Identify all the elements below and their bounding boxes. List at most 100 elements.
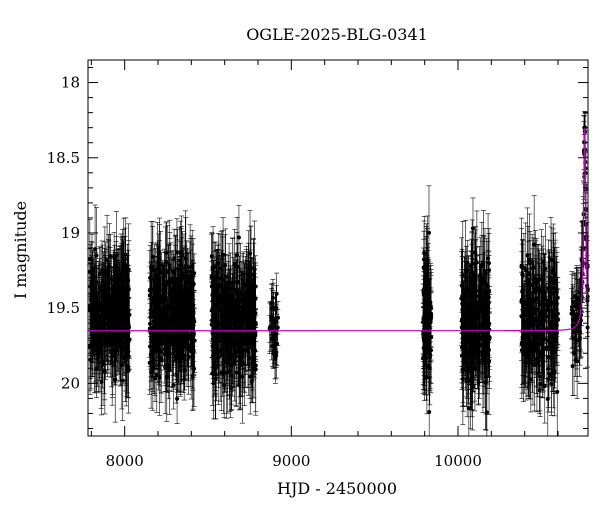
data-point — [248, 308, 253, 313]
data-point — [94, 295, 99, 300]
data-point — [113, 319, 118, 324]
data-point — [119, 323, 124, 328]
data-point — [164, 375, 169, 380]
data-point — [161, 283, 166, 288]
data-point — [117, 277, 122, 282]
data-point — [230, 280, 235, 285]
data-point — [147, 360, 152, 365]
data-point — [223, 263, 228, 268]
data-point — [161, 309, 166, 314]
data-point — [213, 355, 218, 360]
data-point — [112, 324, 117, 329]
data-point — [190, 341, 195, 346]
data-point — [251, 349, 256, 354]
data-point — [89, 286, 94, 291]
data-point — [105, 307, 110, 312]
data-point — [426, 230, 431, 235]
data-point — [123, 252, 128, 257]
data-point — [181, 291, 186, 296]
data-point — [164, 250, 169, 255]
data-point — [158, 326, 163, 331]
data-point — [150, 349, 155, 354]
data-point — [270, 304, 275, 309]
data-point — [225, 309, 230, 314]
data-point — [126, 287, 131, 292]
data-point — [102, 362, 107, 367]
data-point — [172, 302, 177, 307]
data-point — [167, 368, 172, 373]
data-point — [177, 321, 182, 326]
data-point — [177, 258, 182, 263]
data-point — [91, 313, 96, 318]
data-point — [216, 302, 221, 307]
data-point — [149, 265, 154, 270]
data-point — [163, 339, 168, 344]
data-point — [94, 280, 99, 285]
data-point — [227, 369, 232, 374]
data-point — [236, 235, 241, 240]
data-point — [242, 313, 247, 318]
data-point — [189, 303, 194, 308]
data-point — [242, 347, 247, 352]
data-point — [98, 287, 103, 292]
data-point — [222, 360, 227, 365]
data-point — [275, 315, 280, 320]
data-point — [222, 383, 227, 388]
data-point — [148, 344, 153, 349]
data-point — [125, 319, 130, 324]
data-point — [102, 370, 107, 375]
data-point — [122, 287, 127, 292]
data-point — [238, 357, 243, 362]
data-point — [271, 317, 276, 322]
data-point — [101, 309, 106, 314]
data-point — [126, 278, 131, 283]
data-point — [175, 396, 180, 401]
data-point — [150, 364, 155, 369]
data-point — [226, 301, 231, 306]
data-point — [87, 308, 92, 313]
data-point — [213, 376, 218, 381]
data-point — [210, 293, 215, 298]
data-point — [222, 289, 227, 294]
data-point — [192, 338, 197, 343]
data-point — [192, 319, 197, 324]
data-point — [117, 293, 122, 298]
data-point — [271, 351, 276, 356]
data-point — [251, 298, 256, 303]
data-point — [235, 292, 240, 297]
data-point — [179, 326, 184, 331]
data-point — [274, 306, 279, 311]
data-point — [233, 311, 238, 316]
data-point — [122, 331, 127, 336]
data-point — [171, 278, 176, 283]
data-point — [225, 322, 230, 327]
data-point — [87, 257, 92, 262]
data-point — [210, 344, 215, 349]
data-point — [237, 316, 242, 321]
data-point — [152, 290, 157, 295]
data-point — [247, 300, 252, 305]
data-point — [239, 351, 244, 356]
data-point — [209, 254, 214, 259]
data-point — [223, 298, 228, 303]
data-point — [181, 356, 186, 361]
data-point — [174, 310, 179, 315]
data-point — [184, 313, 189, 318]
data-point — [155, 287, 160, 292]
data-point — [238, 289, 243, 294]
data-point — [239, 297, 244, 302]
data-point — [154, 373, 159, 378]
data-point — [183, 256, 188, 261]
data-point — [90, 280, 95, 285]
data-points-layer — [87, 111, 591, 437]
data-point — [174, 313, 179, 318]
data-point — [253, 284, 258, 289]
data-point — [275, 341, 280, 346]
data-point — [188, 269, 193, 274]
data-point — [117, 338, 122, 343]
data-point — [167, 291, 172, 296]
data-point — [156, 341, 161, 346]
data-point — [174, 250, 179, 255]
data-point — [191, 273, 196, 278]
